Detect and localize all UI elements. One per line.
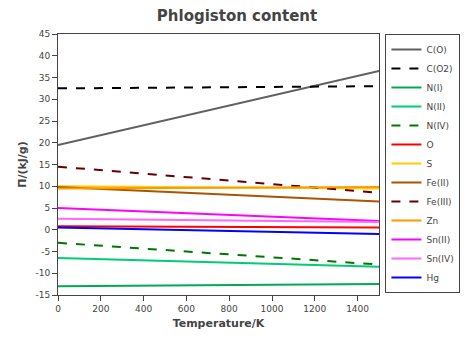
- svg-text:600: 600: [178, 304, 195, 314]
- svg-text:Zn: Zn: [426, 216, 438, 226]
- svg-text:S: S: [426, 159, 432, 169]
- svg-text:15: 15: [39, 160, 50, 170]
- svg-text:30: 30: [39, 94, 51, 104]
- svg-text:Sn(IV): Sn(IV): [426, 254, 453, 264]
- svg-text:25: 25: [39, 116, 50, 126]
- svg-text:Temperature/K: Temperature/K: [173, 317, 265, 330]
- svg-text:800: 800: [221, 304, 238, 314]
- svg-text:35: 35: [39, 73, 50, 83]
- svg-text:20: 20: [39, 138, 51, 148]
- svg-text:Fe(III): Fe(III): [426, 197, 451, 207]
- svg-text:Π/(kJ/g): Π/(kJ/g): [16, 141, 29, 188]
- svg-text:400: 400: [135, 304, 152, 314]
- svg-text:Phlogiston content: Phlogiston content: [157, 7, 317, 25]
- svg-text:-10: -10: [35, 268, 50, 278]
- svg-text:-15: -15: [35, 290, 50, 300]
- svg-text:Hg: Hg: [426, 273, 438, 283]
- svg-text:10: 10: [39, 181, 51, 191]
- svg-text:45: 45: [39, 29, 50, 39]
- svg-text:5: 5: [44, 203, 50, 213]
- svg-text:40: 40: [39, 51, 51, 61]
- svg-text:0: 0: [44, 225, 50, 235]
- svg-text:N(IV): N(IV): [426, 121, 449, 131]
- svg-text:1400: 1400: [346, 304, 369, 314]
- svg-text:N(I): N(I): [426, 83, 442, 93]
- svg-text:C(O2): C(O2): [426, 64, 452, 74]
- svg-text:1200: 1200: [303, 304, 326, 314]
- svg-text:C(O): C(O): [426, 45, 446, 55]
- svg-text:Sn(II): Sn(II): [426, 235, 450, 245]
- svg-text:-5: -5: [41, 247, 50, 257]
- svg-text:N(II): N(II): [426, 102, 445, 112]
- svg-text:200: 200: [92, 304, 109, 314]
- svg-text:O: O: [426, 140, 433, 150]
- svg-text:Fe(II): Fe(II): [426, 178, 449, 188]
- svg-text:1000: 1000: [261, 304, 284, 314]
- svg-text:0: 0: [55, 304, 61, 314]
